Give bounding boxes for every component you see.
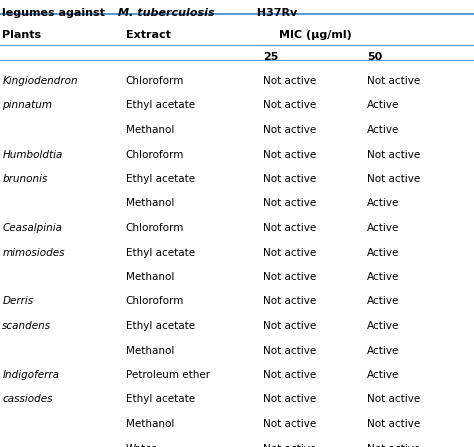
Text: Not active: Not active [263,248,316,257]
Text: legumes against: legumes against [2,8,109,18]
Text: Extract: Extract [126,30,171,40]
Text: Not active: Not active [263,198,316,208]
Text: Water: Water [126,443,156,447]
Text: Indigoferra: Indigoferra [2,370,59,380]
Text: Not active: Not active [263,101,316,110]
Text: Not active: Not active [367,76,420,86]
Text: Not active: Not active [263,370,316,380]
Text: Methanol: Methanol [126,272,174,282]
Text: Not active: Not active [263,321,316,331]
Text: Active: Active [367,223,400,233]
Text: Methanol: Methanol [126,346,174,355]
Text: H37Rv: H37Rv [253,8,297,18]
Text: Ethyl acetate: Ethyl acetate [126,321,195,331]
Text: Methanol: Methanol [126,125,174,135]
Text: Active: Active [367,346,400,355]
Text: Chloroform: Chloroform [126,149,184,160]
Text: Humboldtia: Humboldtia [2,149,63,160]
Text: Chloroform: Chloroform [126,296,184,307]
Text: Active: Active [367,272,400,282]
Text: Not active: Not active [263,272,316,282]
Text: Active: Active [367,248,400,257]
Text: Methanol: Methanol [126,419,174,429]
Text: Plants: Plants [2,30,42,40]
Text: Active: Active [367,321,400,331]
Text: scandens: scandens [2,321,52,331]
Text: Not active: Not active [263,296,316,307]
Text: Not active: Not active [263,223,316,233]
Text: Not active: Not active [367,443,420,447]
Text: Not active: Not active [367,149,420,160]
Text: Active: Active [367,296,400,307]
Text: Not active: Not active [263,419,316,429]
Text: Ethyl acetate: Ethyl acetate [126,395,195,405]
Text: Petroleum ether: Petroleum ether [126,370,210,380]
Text: Not active: Not active [263,174,316,184]
Text: Ethyl acetate: Ethyl acetate [126,174,195,184]
Text: Not active: Not active [367,395,420,405]
Text: Derris: Derris [2,296,34,307]
Text: Not active: Not active [367,174,420,184]
Text: Not active: Not active [263,443,316,447]
Text: Active: Active [367,198,400,208]
Text: Methanol: Methanol [126,198,174,208]
Text: Active: Active [367,125,400,135]
Text: cassiodes: cassiodes [2,395,53,405]
Text: Active: Active [367,370,400,380]
Text: Not active: Not active [367,419,420,429]
Text: Not active: Not active [263,125,316,135]
Text: Not active: Not active [263,346,316,355]
Text: Chloroform: Chloroform [126,223,184,233]
Text: 50: 50 [367,52,383,62]
Text: Not active: Not active [263,149,316,160]
Text: Not active: Not active [263,395,316,405]
Text: MIC (μg/ml): MIC (μg/ml) [279,30,352,40]
Text: Not active: Not active [263,76,316,86]
Text: pinnatum: pinnatum [2,101,52,110]
Text: mimosiodes: mimosiodes [2,248,65,257]
Text: Ceasalpinia: Ceasalpinia [2,223,63,233]
Text: M. tuberculosis: M. tuberculosis [118,8,215,18]
Text: Active: Active [367,101,400,110]
Text: Kingiodendron: Kingiodendron [2,76,78,86]
Text: 25: 25 [263,52,278,62]
Text: brunonis: brunonis [2,174,48,184]
Text: Ethyl acetate: Ethyl acetate [126,101,195,110]
Text: Ethyl acetate: Ethyl acetate [126,248,195,257]
Text: Chloroform: Chloroform [126,76,184,86]
